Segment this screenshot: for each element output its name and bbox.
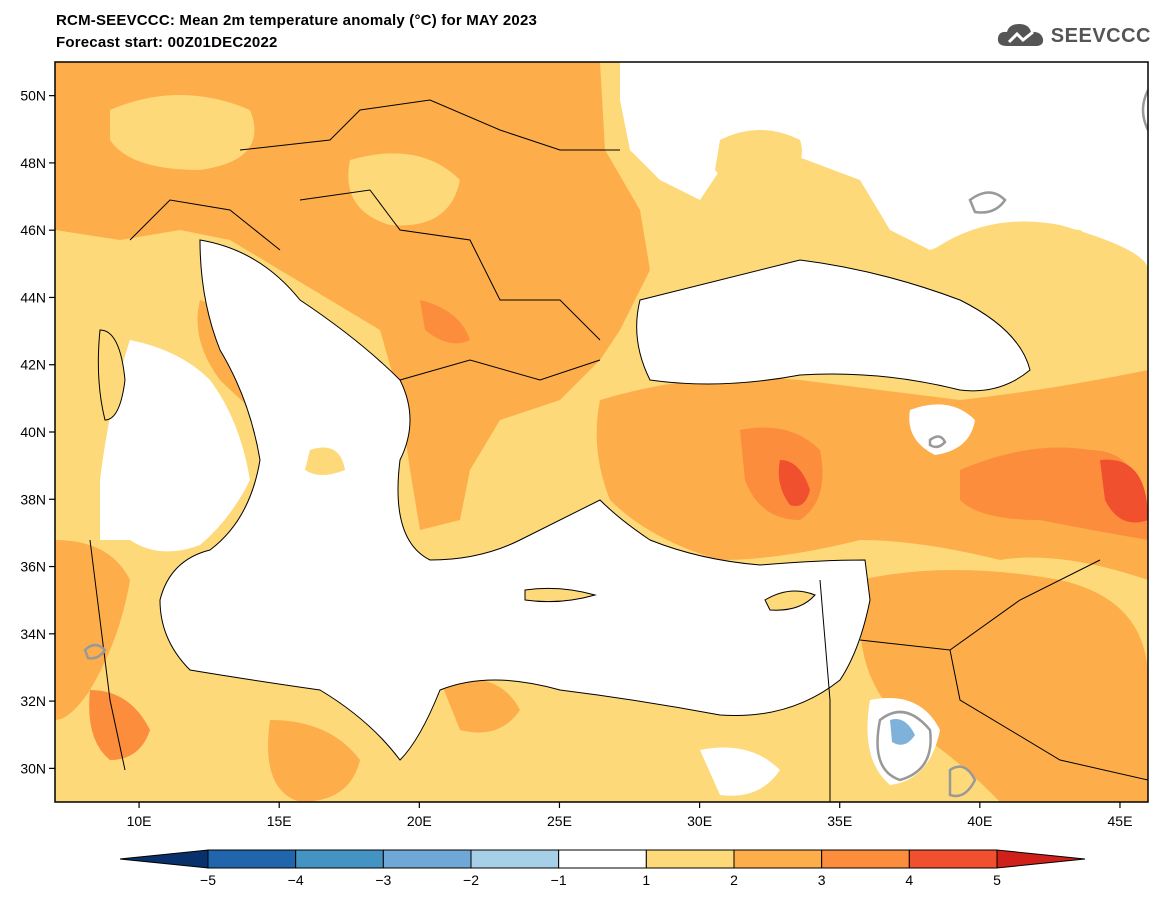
field-patch: [268, 720, 360, 802]
lon-tick-label: 15E: [267, 813, 292, 829]
latitude-axis: 50N 48N 46N 44N 42N 40N 38N 36N 34N 32N 30N: [20, 88, 55, 776]
cyprus-coastline: [764, 590, 816, 611]
seevccc-logo: SEEVCCC: [995, 20, 1151, 52]
africa-borders: [89, 539, 126, 771]
lon-tick-label: 10E: [127, 813, 152, 829]
mediterranean-coastline: [159, 239, 871, 761]
lat-tick-label: 50N: [20, 88, 46, 104]
colorbar-label: 5: [993, 872, 1001, 888]
colorbar-bin: [558, 849, 647, 869]
colorbar-label: −3: [375, 872, 391, 888]
field-class-2-3-tunisia: [55, 540, 130, 720]
zero-contours: [83, 89, 1148, 798]
field-class-4-5-east: [1100, 459, 1148, 523]
lat-tick-label: 38N: [20, 491, 46, 507]
map-title: RCM-SEEVCCC: Mean 2m temperature anomaly…: [56, 12, 538, 29]
lon-tick-label: 25E: [547, 813, 572, 829]
field-class-2-3-levant: [860, 570, 1148, 802]
lat-tick-label: 44N: [20, 289, 46, 305]
field-class-2-3-europe: [55, 62, 650, 530]
colorbar-bin: [733, 849, 823, 869]
field-class-3-4-patch: [420, 300, 470, 344]
colorbar-label: 3: [818, 872, 826, 888]
lat-tick-label: 42N: [20, 357, 46, 373]
lon-tick-label: 40E: [967, 813, 992, 829]
field-class-3-4-libya: [89, 690, 150, 760]
contour-arc: [1141, 89, 1148, 131]
crete: [525, 588, 595, 602]
field-class-4-5-anatolia: [778, 460, 810, 506]
contour-ring: [948, 765, 977, 798]
longitude-axis: 10E 15E 20E 25E 30E 35E 40E 45E: [127, 802, 1133, 829]
colorbar-label: 1: [642, 872, 650, 888]
tyrrhenian-sea: [100, 340, 250, 552]
lat-tick-label: 30N: [20, 760, 46, 776]
lat-tick-label: 40N: [20, 424, 46, 440]
colorbar-min-arrow: [119, 849, 209, 869]
coastlines-borders: [89, 99, 1148, 802]
cloud-logo-icon: [997, 24, 1043, 46]
lon-tick-label: 35E: [827, 813, 852, 829]
black-sea: [636, 260, 1030, 391]
field-patch: [715, 130, 802, 186]
colorbar-bin: [908, 849, 998, 869]
logo-text: SEEVCCC: [1050, 24, 1151, 47]
anomaly-field: [55, 62, 1148, 802]
forecast-start-label: Forecast start: 00Z01DEC2022: [56, 34, 278, 51]
colorbar-bin: [295, 849, 384, 869]
field-patch: [440, 678, 520, 733]
colorbar-bin: [645, 849, 735, 869]
field-class-3-4-east: [960, 447, 1148, 540]
contour-ring: [928, 435, 947, 449]
contour-ring: [876, 710, 932, 782]
field-near-zero-north: [620, 62, 1148, 270]
colorbar-label: −1: [551, 872, 567, 888]
field-class-neg1-neg2: [890, 719, 915, 745]
cyprus: [765, 591, 815, 611]
field-patch: [348, 153, 460, 226]
field-patch: [920, 221, 1148, 340]
lat-tick-label: 32N: [20, 693, 46, 709]
colorbar-max-arrow: [996, 849, 1086, 869]
corsica-sardinia: [98, 330, 125, 420]
lon-tick-label: 45E: [1108, 813, 1133, 829]
black-sea-coastline: [636, 259, 1031, 392]
lat-tick-label: 36N: [20, 559, 46, 575]
field-near-zero-egypt: [700, 747, 780, 796]
colorbar-bin: [382, 849, 472, 869]
lat-tick-label: 34N: [20, 626, 46, 642]
country-borders: [129, 99, 620, 381]
field-patch: [305, 447, 345, 475]
lon-tick-label: 30E: [687, 813, 712, 829]
colorbar-label: −2: [463, 872, 479, 888]
contour-ring: [83, 643, 107, 660]
contour-ring: [968, 191, 1007, 214]
field-class-2-3-anatolia: [596, 370, 1148, 580]
colorbar-label: −4: [288, 872, 304, 888]
colorbar-bin: [207, 849, 297, 869]
colorbar-bin: [470, 849, 560, 869]
colorbar-label: 4: [905, 872, 913, 888]
field-patch: [110, 95, 255, 170]
lat-tick-label: 46N: [20, 222, 46, 238]
lat-tick-label: 48N: [20, 155, 46, 171]
colorbar-label: −5: [200, 872, 216, 888]
corsica-coastline: [97, 329, 126, 421]
colorbar-bin: [821, 849, 910, 869]
colorbar: −5 −4 −3 −2 −1 1 2 3 4 5: [119, 849, 1086, 888]
field-class-1-2-africa: [55, 530, 830, 802]
field-near-zero-patch: [909, 404, 975, 455]
crete-coastline: [524, 587, 597, 603]
mediterranean-sea: [160, 240, 870, 760]
middle-east-borders: [819, 559, 1148, 802]
colorbar-label: 2: [730, 872, 738, 888]
lon-tick-label: 20E: [407, 813, 432, 829]
